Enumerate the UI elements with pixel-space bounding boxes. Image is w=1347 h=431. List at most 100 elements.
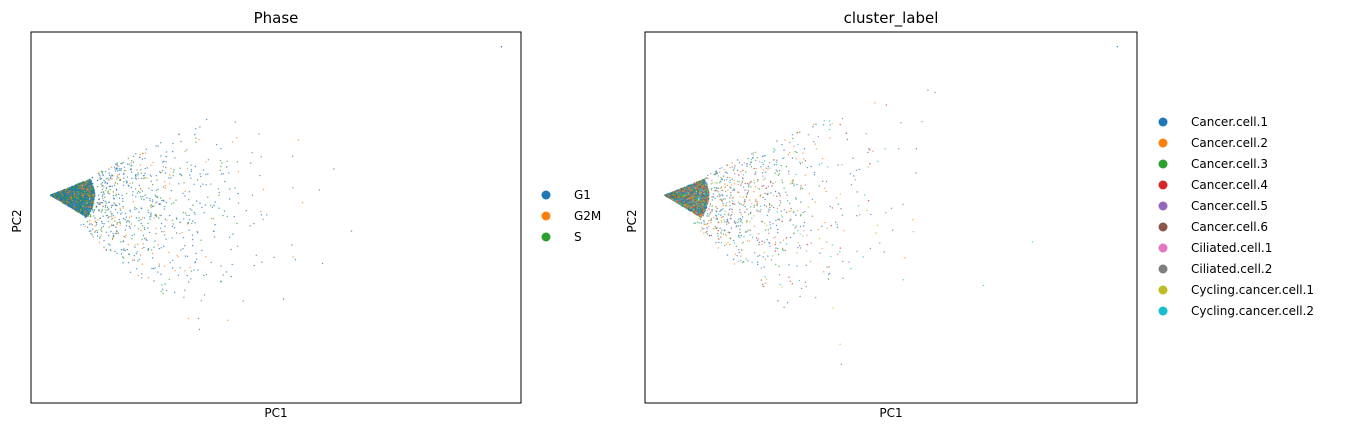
scatter-point (101, 230, 103, 232)
scatter-point (95, 222, 98, 224)
scatter-point (111, 174, 113, 176)
scatter-point (129, 182, 131, 185)
scatter-point (128, 221, 131, 223)
scatter-point (96, 186, 99, 188)
scatter-point (69, 187, 71, 189)
scatter-point (87, 179, 90, 182)
scatter-point (118, 169, 120, 171)
scatter-point (89, 196, 92, 199)
scatter-point (800, 201, 802, 203)
scatter-point (164, 187, 167, 189)
scatter-point (183, 218, 185, 220)
scatter-point (188, 229, 190, 231)
scatter-point (108, 201, 110, 203)
scatter-point (170, 167, 172, 169)
scatter-point (111, 238, 114, 241)
scatter-point (141, 277, 143, 279)
scatter-point (124, 249, 126, 252)
scatter-point (98, 172, 100, 174)
scatter-point (163, 230, 165, 233)
scatter-point (78, 196, 81, 199)
scatter-point (131, 259, 134, 261)
scatter-point (116, 178, 118, 180)
scatter-point (90, 183, 93, 185)
scatter-point (68, 192, 70, 194)
scatter-point (137, 260, 139, 262)
scatter-point (78, 204, 80, 207)
scatter-point (122, 207, 124, 209)
scatter-point (146, 167, 148, 169)
scatter-point (87, 204, 89, 207)
scatter-point (780, 210, 782, 212)
scatter-point (91, 182, 94, 185)
scatter-point (191, 209, 193, 211)
scatter-point (783, 149, 785, 151)
scatter-point (112, 217, 114, 219)
scatter-point (56, 193, 58, 196)
scatter-point (142, 243, 144, 245)
scatter-point (77, 201, 79, 204)
scatter-point (90, 192, 92, 194)
scatter-point (124, 218, 126, 221)
scatter-point (179, 167, 181, 169)
scatter-point (73, 190, 75, 192)
scatter-point (150, 215, 152, 217)
scatter-point (157, 145, 159, 147)
scatter-point (114, 220, 116, 222)
scatter-point (184, 255, 187, 257)
scatter-point (158, 203, 161, 206)
scatter-point (294, 259, 297, 261)
scatter-point (877, 160, 879, 162)
scatter-point (90, 185, 93, 187)
scatter-point (145, 148, 147, 150)
scatter-point (162, 166, 164, 168)
scatter-point (93, 198, 95, 200)
scatter-point (114, 203, 116, 205)
scatter-point (141, 225, 144, 227)
scatter-point (740, 183, 743, 185)
scatter-point (116, 212, 119, 214)
scatter-point (185, 212, 187, 214)
scatter-point (69, 204, 72, 207)
scatter-point (915, 172, 917, 174)
scatter-point (82, 191, 85, 194)
scatter-point (130, 165, 132, 167)
scatter-point (89, 206, 91, 208)
scatter-point (71, 203, 74, 206)
scatter-point (210, 183, 212, 185)
scatter-point (88, 230, 91, 232)
scatter-point (172, 223, 174, 225)
scatter-point (160, 214, 162, 217)
scatter-point (71, 190, 74, 192)
scatter-point (158, 265, 160, 267)
scatter-point (111, 218, 113, 220)
scatter-point (764, 276, 766, 278)
scatter-point (777, 192, 780, 194)
scatter-point (138, 184, 141, 187)
scatter-point (215, 144, 218, 146)
scatter-point (123, 248, 125, 250)
scatter-point (86, 196, 88, 198)
scatter-point (228, 172, 230, 174)
scatter-point (104, 189, 107, 192)
scatter-point (123, 172, 125, 175)
scatter-point (62, 192, 64, 195)
scatter-point (126, 249, 128, 251)
scatter-point (90, 202, 92, 204)
scatter-point (222, 274, 224, 276)
scatter-point (121, 194, 123, 196)
scatter-point (73, 193, 76, 196)
scatter-point (141, 190, 144, 192)
scatter-point (107, 177, 109, 179)
scatter-point (229, 188, 231, 190)
scatter-point (122, 205, 124, 208)
scatter-point (135, 217, 138, 219)
scatter-point (75, 201, 78, 203)
scatter-point (164, 218, 166, 220)
scatter-point (731, 211, 733, 213)
scatter-point (106, 206, 109, 208)
scatter-point (79, 182, 81, 184)
scatter-point (89, 183, 91, 186)
